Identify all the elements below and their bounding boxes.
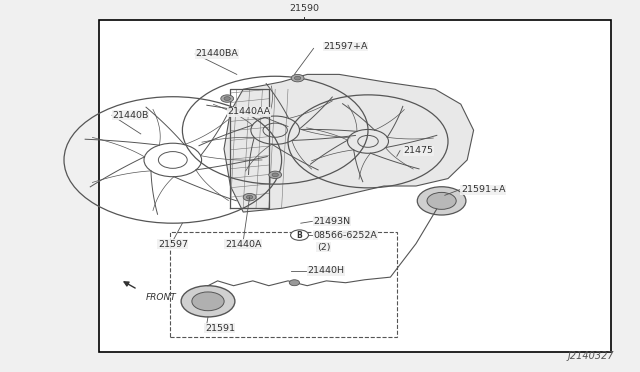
Circle shape bbox=[224, 97, 230, 100]
Circle shape bbox=[272, 173, 278, 177]
Text: 21493N: 21493N bbox=[314, 217, 351, 226]
Text: 21440AA: 21440AA bbox=[227, 107, 271, 116]
Text: J2140327: J2140327 bbox=[568, 351, 614, 361]
Text: 21591: 21591 bbox=[205, 324, 235, 333]
Bar bbox=[170, 232, 397, 337]
Text: 21597+A: 21597+A bbox=[323, 42, 368, 51]
Text: (2): (2) bbox=[317, 243, 330, 252]
Circle shape bbox=[246, 195, 253, 199]
Text: 21590: 21590 bbox=[289, 4, 319, 13]
Circle shape bbox=[289, 280, 300, 286]
Text: 21475: 21475 bbox=[403, 146, 433, 155]
Circle shape bbox=[221, 95, 234, 102]
Circle shape bbox=[243, 193, 256, 201]
Circle shape bbox=[427, 192, 456, 209]
Text: 21440B: 21440B bbox=[112, 111, 148, 120]
Text: 21597: 21597 bbox=[158, 240, 188, 249]
Circle shape bbox=[181, 286, 235, 317]
Text: 21440BA: 21440BA bbox=[195, 49, 238, 58]
Text: 08566-6252A: 08566-6252A bbox=[314, 231, 378, 240]
Text: B: B bbox=[297, 231, 302, 240]
Circle shape bbox=[294, 76, 301, 80]
Polygon shape bbox=[224, 74, 474, 212]
Text: 21440H: 21440H bbox=[307, 266, 344, 275]
Bar bbox=[99, 20, 611, 352]
Circle shape bbox=[192, 292, 224, 311]
Circle shape bbox=[291, 74, 304, 82]
Text: FRONT: FRONT bbox=[146, 293, 177, 302]
Circle shape bbox=[417, 187, 466, 215]
Circle shape bbox=[269, 171, 282, 179]
Text: 21591+A: 21591+A bbox=[461, 185, 506, 194]
Circle shape bbox=[291, 230, 308, 240]
Text: 21440A: 21440A bbox=[225, 240, 262, 249]
